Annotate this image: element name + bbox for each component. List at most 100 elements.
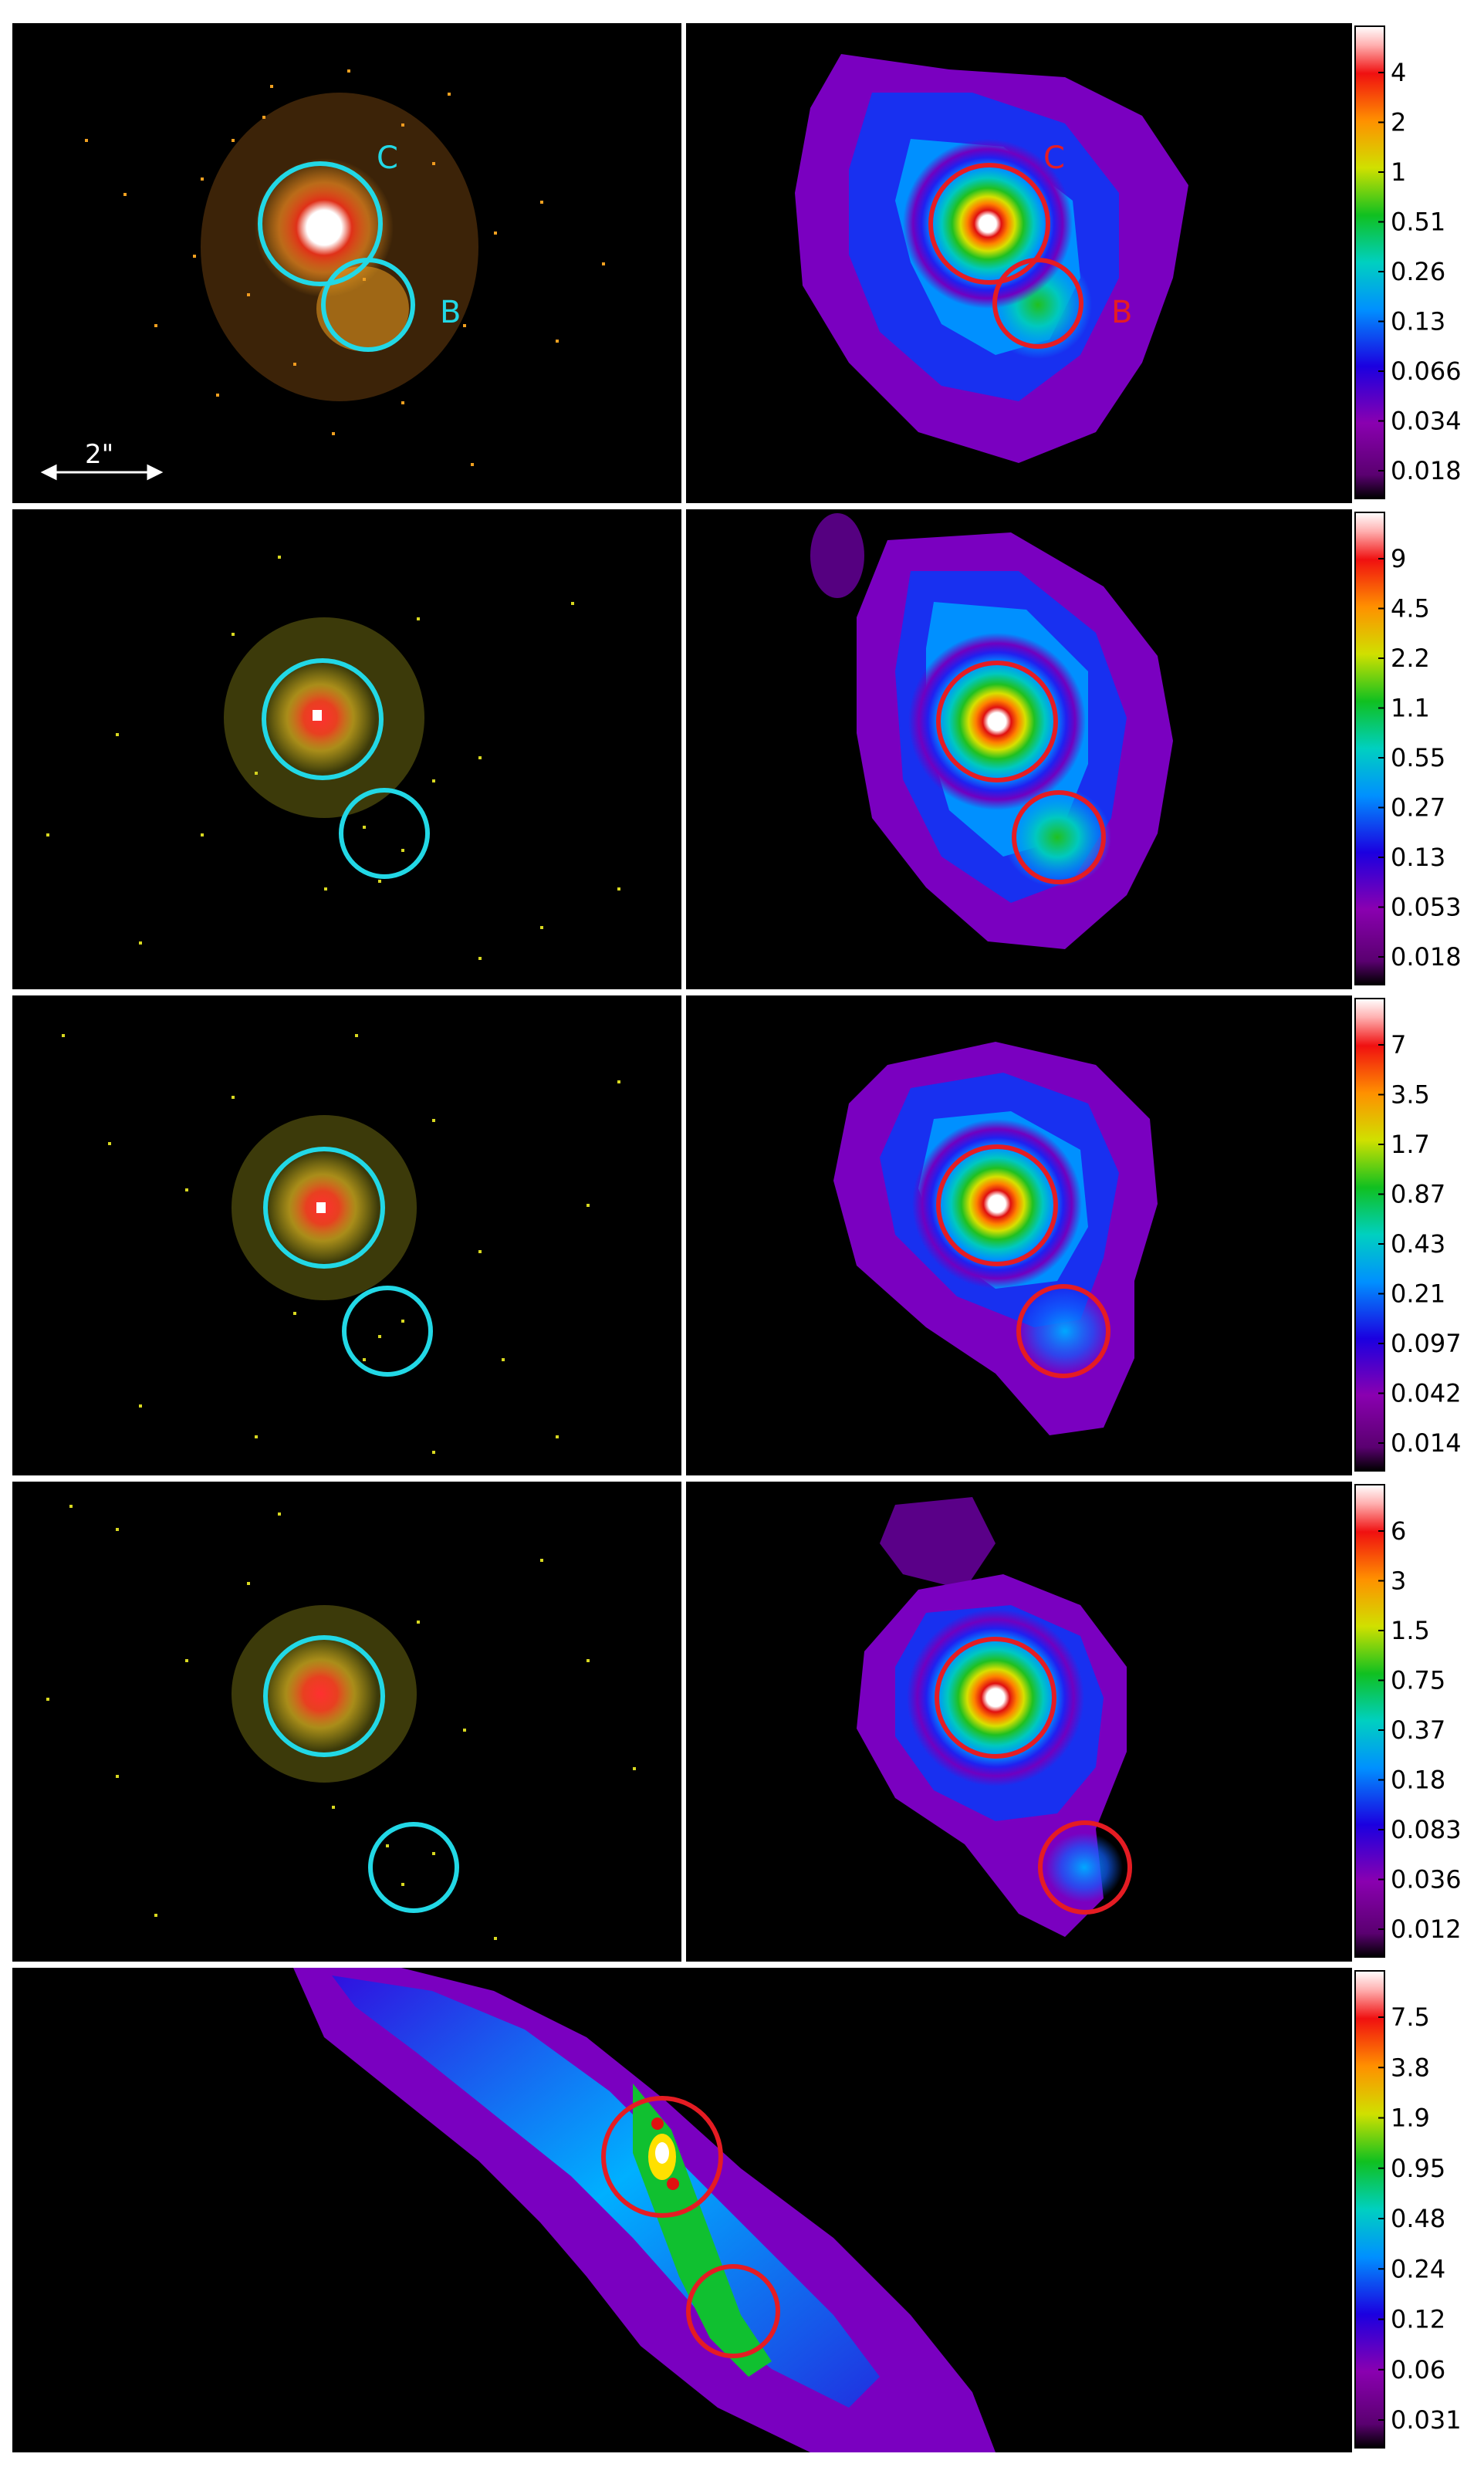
row-3 [12, 995, 1352, 1475]
colorbar-3: 7 3.5 1.7 0.87 0.43 0.21 0.097 0.042 0.014 [1354, 998, 1462, 1472]
colorbar-tick-label: 0.018 [1391, 456, 1462, 485]
colorbar-5: 7.5 3.8 1.9 0.95 0.48 0.24 0.12 0.06 0.031 [1354, 1970, 1462, 2449]
region-c-circle-map-4 [935, 1637, 1056, 1759]
scale-bar-label: 2" [85, 439, 113, 470]
colorbar-tick-label: 1.7 [1391, 1130, 1430, 1159]
colorbar-tick-label: 0.27 [1391, 793, 1445, 823]
lane-knot-5b [667, 2178, 679, 2190]
colorbar-tick-label: 7 [1391, 1030, 1406, 1060]
region-b-circle-map-3 [1016, 1284, 1110, 1378]
lane-inner-5 [332, 1975, 880, 2408]
colorbar-tick-label: 0.48 [1391, 2204, 1445, 2233]
region-b-circle-4 [368, 1822, 459, 1913]
colorbar-scale [1354, 998, 1385, 1472]
panel-separators [12, 23, 1352, 1967]
region-b-circle-map-1 [992, 258, 1083, 349]
colorbar-tick-label: 0.87 [1391, 1180, 1445, 1209]
colorbar-scale [1354, 25, 1385, 499]
colorbar-tick-label: 1.9 [1391, 2104, 1430, 2133]
colorbar-4: 6 3 1.5 0.75 0.37 0.18 0.083 0.036 0.012 [1354, 1484, 1462, 1958]
region-b-label-map: B [1111, 295, 1132, 330]
row-5 [12, 1968, 1352, 2452]
colorbar-tick-label: 0.43 [1391, 1229, 1445, 1259]
colorbar-tick-label: 0.12 [1391, 2305, 1445, 2334]
scale-bar: 2" [40, 439, 164, 481]
colorbar-tick-label: 0.066 [1391, 357, 1462, 386]
region-c-circle-2 [262, 658, 384, 780]
colorbar-tick-label: 3.5 [1391, 1080, 1430, 1110]
colorbar-tick-label: 0.37 [1391, 1715, 1445, 1745]
colorbar-tick-label: 0.95 [1391, 2154, 1445, 2183]
counts-knot-1 [316, 266, 409, 351]
colorbar-tick-label: 0.26 [1391, 257, 1445, 286]
colorbar-tick-label: 3.8 [1391, 2053, 1430, 2082]
colorbar-tick-label: 0.014 [1391, 1428, 1462, 1458]
colorbar-tick-label: 7.5 [1391, 2003, 1430, 2032]
colorbar-tick-label: 4.5 [1391, 594, 1430, 624]
colorbar-tick-label: 0.06 [1391, 2355, 1445, 2384]
colorbars: 4210.510.260.130.0660.0340.01894.52.21.1… [1354, 25, 1462, 2449]
colorbar-tick-label: 6 [1391, 1516, 1406, 1546]
colorbar-tick-label: 1.5 [1391, 1616, 1430, 1645]
map-knot-b-3 [1019, 1289, 1111, 1374]
region-c-circle-4 [263, 1635, 385, 1757]
colorbar-tick-label: 0.042 [1391, 1379, 1462, 1408]
colorbar-tick-label: 0.083 [1391, 1815, 1462, 1844]
colorbar-scale [1354, 512, 1385, 985]
colorbar-tick-label: 0.21 [1391, 1279, 1445, 1309]
region-b-circle-2 [339, 788, 430, 879]
region-b-circle-1 [321, 258, 415, 352]
counts-events-1 [85, 69, 605, 466]
colorbar-tick-label: 0.097 [1391, 1329, 1462, 1358]
region-b-circle-3 [342, 1286, 433, 1377]
map-source-4 [907, 1609, 1084, 1786]
colorbar-1: 4 2 1 0.51 0.26 0.13 0.066 0.034 0.018 [1354, 25, 1462, 499]
colorbar-tick-label: 0.13 [1391, 307, 1445, 336]
counts-events-3 [62, 1034, 620, 1454]
colorbar-tick-label: 0.24 [1391, 2254, 1445, 2283]
colorbar-tick-label: 0.18 [1391, 1766, 1445, 1795]
region-c-circle-map-3 [936, 1144, 1058, 1266]
colorbar-tick-label: 2.2 [1391, 644, 1430, 673]
colorbar-tick-label: 3 [1391, 1567, 1406, 1596]
colorbar-scale [1354, 1970, 1385, 2449]
colorbar-tick-label: 0.034 [1391, 407, 1462, 436]
colorbar-tick-label: 0.51 [1391, 208, 1445, 237]
colorbar-scale [1354, 1484, 1385, 1958]
lane-peak-5 [655, 2142, 669, 2164]
colorbar-tick-label: 0.031 [1391, 2405, 1462, 2435]
colorbar-tick-label: 2 [1391, 108, 1406, 137]
region-c-circle-map-1 [928, 163, 1050, 285]
colorbar-2: 9 4.5 2.2 1.1 0.55 0.27 0.13 0.053 0.018 [1354, 512, 1462, 985]
colorbar-tick-label: 9 [1391, 544, 1406, 573]
region-c-circle-map-2 [936, 661, 1058, 782]
map-knot-b-4 [1046, 1833, 1123, 1902]
colorbar-tick-label: 4 [1391, 58, 1406, 87]
counts-peak-3 [316, 1202, 326, 1213]
counts-peak-2 [313, 710, 322, 721]
colorbar-tick-label: 0.55 [1391, 743, 1445, 772]
region-b-circle-map-2 [1012, 790, 1106, 884]
region-b-circle-map-4 [1038, 1820, 1132, 1915]
region-c-circle-1 [258, 161, 383, 286]
row-1: C B 2" C B [12, 23, 1352, 503]
counts-events-4 [46, 1505, 636, 1940]
colorbar-tick-label: 0.018 [1391, 942, 1462, 972]
region-c-circle-map-5 [601, 2096, 723, 2218]
region-c-label-map: C [1043, 140, 1065, 176]
row-4 [12, 1482, 1352, 1962]
colorbar-tick-label: 0.053 [1391, 893, 1462, 922]
row-2 [12, 509, 1352, 989]
colorbar-tick-label: 1 [1391, 157, 1406, 187]
map-faint-blob-2 [810, 513, 864, 598]
double-headed-arrow-icon [40, 464, 164, 481]
colorbar-tick-label: 0.036 [1391, 1865, 1462, 1894]
colorbar-tick-label: 0.012 [1391, 1915, 1462, 1944]
region-b-circle-map-5 [686, 2264, 780, 2358]
colorbar-tick-label: 0.13 [1391, 843, 1445, 872]
map-faint-blob-4 [880, 1497, 996, 1590]
colorbar-tick-label: 0.75 [1391, 1666, 1445, 1695]
region-c-circle-3 [263, 1147, 385, 1269]
region-c-label: C [377, 140, 398, 176]
